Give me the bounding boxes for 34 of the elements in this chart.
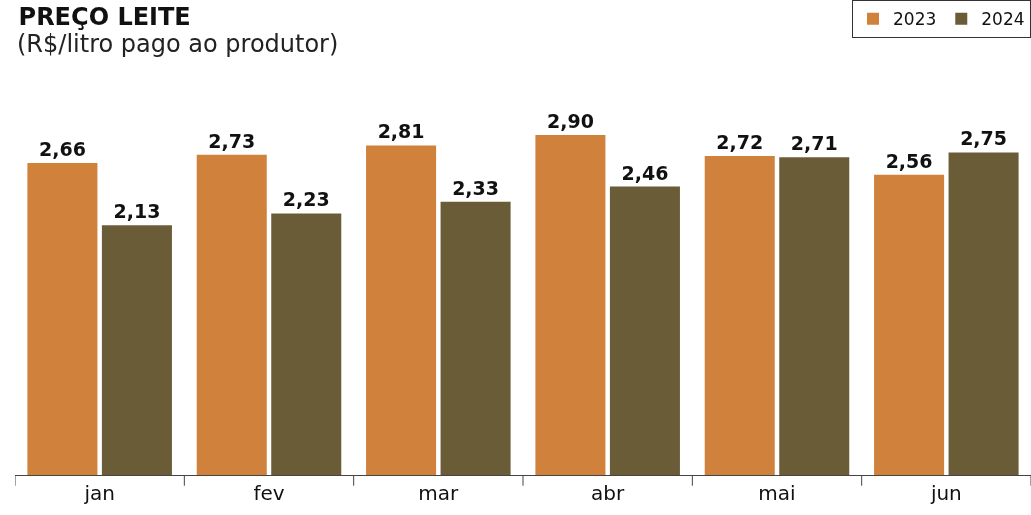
bar: [874, 174, 945, 475]
bar: [609, 186, 680, 475]
bar: [366, 145, 437, 475]
data-label: 2,90: [546, 109, 594, 132]
data-label: 2,81: [377, 120, 425, 143]
bar: [271, 213, 342, 475]
bar: [535, 134, 606, 475]
x-tick-label: fev: [253, 481, 285, 505]
legend-label: 2023: [893, 9, 937, 30]
chart-title: PREÇO LEITE: [18, 2, 191, 31]
bar: [196, 154, 267, 475]
data-label: 2,73: [208, 129, 256, 152]
x-tick-label: jun: [929, 481, 962, 505]
data-label: 2,75: [960, 127, 1008, 150]
bar: [779, 157, 850, 475]
data-label: 2,66: [38, 138, 86, 161]
bar: [27, 163, 98, 475]
data-label: 2,56: [885, 149, 933, 172]
chart-subtitle: (R$/litro pago ao produtor): [17, 30, 339, 58]
x-tick-label: abr: [591, 481, 626, 505]
data-label: 2,13: [113, 200, 161, 223]
x-tick-label: mai: [758, 481, 796, 505]
bar: [948, 152, 1019, 475]
legend-label: 2024: [981, 9, 1025, 30]
data-label: 2,33: [452, 176, 500, 199]
bar: [101, 225, 172, 475]
bar: [440, 201, 511, 475]
data-label: 2,71: [790, 132, 838, 155]
data-label: 2,46: [621, 161, 669, 184]
data-label: 2,72: [716, 131, 764, 154]
bar: [704, 156, 775, 475]
x-tick-label: jan: [83, 481, 115, 505]
data-label: 2,23: [282, 188, 330, 211]
x-tick-label: mar: [418, 481, 460, 505]
